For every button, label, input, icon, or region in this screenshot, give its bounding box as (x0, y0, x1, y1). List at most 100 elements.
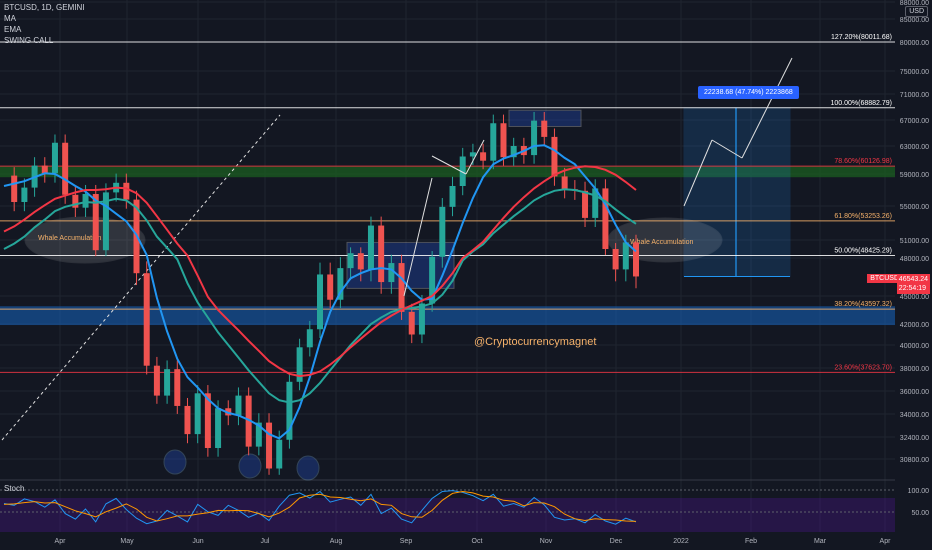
candle-body (51, 142, 58, 174)
series-line-swing-call (3, 165, 637, 378)
price-countdown: 22:54:19 (898, 285, 927, 292)
candle-body (561, 176, 568, 190)
x-tick-label: Feb (745, 538, 757, 545)
candle-body (388, 263, 395, 283)
indicator-ema[interactable]: EMA (4, 25, 22, 34)
fib-level-label: 50.00%(48425.29) (834, 247, 892, 254)
projection-arrow-line (683, 139, 713, 207)
fib-level-label: 100.00%(68882.79) (831, 100, 893, 107)
candle-body (276, 439, 283, 469)
candle-body (367, 225, 374, 270)
chart-legend: BTCUSD, 1D, GEMINI MA EMA SWING CALL (4, 2, 84, 46)
x-tick-label: May (120, 538, 134, 545)
stoch-tick-label: 50.00 (911, 510, 929, 517)
y-tick-label: 88000.00 (900, 0, 929, 7)
projection-arrow-line (741, 57, 793, 159)
y-tick-label: 80000.00 (900, 40, 929, 47)
candle-body (204, 393, 211, 448)
indicator-swing-call[interactable]: SWING CALL (4, 36, 54, 45)
fib-level-label: 127.20%(80011.68) (831, 34, 892, 41)
y-tick-label: 42000.00 (900, 322, 929, 329)
candle-body (306, 329, 313, 348)
candle-body (337, 268, 344, 300)
candle-body (459, 156, 466, 186)
stoch-tick-label: 100.00 (908, 488, 930, 495)
candle-body (531, 120, 538, 156)
x-tick-label: 2022 (673, 538, 689, 545)
candle-body (92, 194, 99, 251)
trend-line-dashed (1, 114, 281, 441)
candle-body (72, 194, 79, 208)
candle-body (347, 253, 354, 269)
bottom-ellipse (296, 455, 320, 481)
candle-body (439, 206, 446, 257)
candle-body (602, 188, 609, 249)
x-tick-label: Dec (610, 538, 623, 545)
x-tick-label: Apr (880, 538, 892, 545)
candle-body (429, 256, 436, 304)
projection-arrow-line (711, 139, 743, 159)
bottom-ellipse (163, 449, 187, 475)
y-tick-label: 63000.00 (900, 144, 929, 151)
projection-arrows (403, 57, 793, 297)
candle-body (296, 347, 303, 382)
candle-body (633, 242, 639, 277)
y-tick-label: 48000.00 (900, 256, 929, 263)
candle-body (286, 381, 293, 440)
symbol-title[interactable]: BTCUSD, 1D, GEMINI (4, 3, 85, 12)
x-tick-label: Apr (55, 538, 67, 545)
x-tick-label: Mar (814, 538, 827, 545)
last-price-value: 46543.24 (898, 276, 928, 283)
candle-body (102, 192, 109, 251)
currency-button[interactable]: USD (905, 6, 928, 17)
x-tick-label: Jul (261, 538, 270, 545)
x-tick-label: Aug (330, 538, 343, 545)
stoch-band (0, 498, 895, 532)
y-tick-label: 51000.00 (900, 238, 929, 245)
candle-body (317, 274, 323, 330)
candle-body (143, 273, 150, 366)
y-tick-label: 36000.00 (900, 389, 929, 396)
y-tick-label: 75000.00 (900, 69, 929, 76)
y-tick-label: 59000.00 (900, 172, 929, 179)
candle-body (194, 393, 201, 435)
last-price-tag: 46543.24 22:54:19 (896, 274, 930, 294)
candle-body (510, 146, 517, 158)
x-tick-label: Nov (540, 538, 553, 545)
y-tick-label: 45000.00 (900, 294, 929, 301)
candle-body (551, 136, 558, 177)
candle-body (123, 182, 130, 200)
y-tick-label: 67000.00 (900, 118, 929, 125)
candle-body (164, 369, 171, 396)
candle-body (449, 186, 456, 207)
candle-body (62, 142, 69, 195)
candle-body (153, 365, 160, 396)
y-tick-label: 71000.00 (900, 92, 929, 99)
candle-body (490, 123, 497, 161)
candle-body (592, 188, 599, 218)
projection-arrow-line (465, 139, 485, 175)
candle-body (184, 405, 191, 435)
fib-level-label: 61.80%(53253.26) (834, 213, 892, 220)
bottom-ellipse (238, 453, 262, 479)
candle-body (21, 187, 28, 202)
candle-body (622, 242, 629, 270)
whale-ellipse (24, 216, 146, 264)
candle-body (11, 175, 18, 202)
y-tick-label: 30800.00 (900, 457, 929, 464)
stoch-label[interactable]: Stoch (4, 484, 25, 493)
whale-label: Whale Accumulation (38, 235, 102, 242)
y-tick-label: 32400.00 (900, 435, 929, 442)
candle-body (612, 249, 619, 270)
stoch-line-pct-k (3, 490, 637, 525)
candle-body (82, 194, 89, 208)
indicator-ma[interactable]: MA (4, 14, 16, 23)
candle-body (357, 253, 364, 270)
series-line-ema (3, 188, 637, 404)
candle-body (266, 422, 273, 469)
x-tick-label: Sep (400, 538, 413, 545)
candle-body (398, 263, 405, 312)
candle-body (418, 303, 425, 335)
candle-body (408, 311, 415, 335)
